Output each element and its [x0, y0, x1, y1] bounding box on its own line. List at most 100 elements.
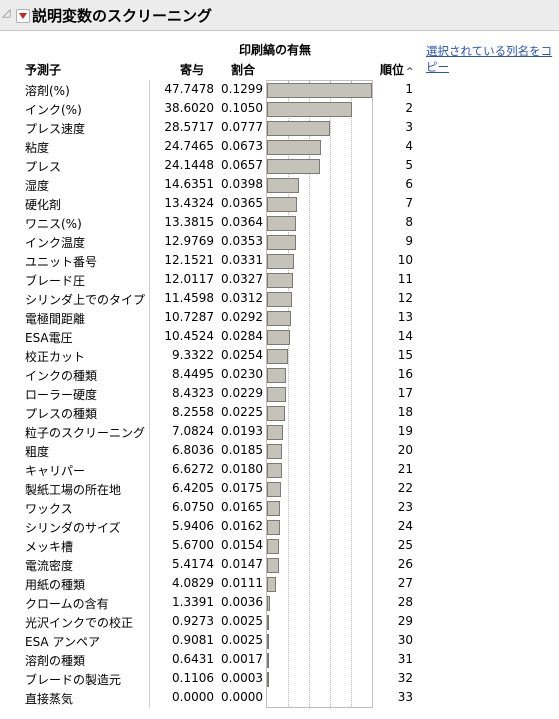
predictor-name: ローラー硬度 — [25, 388, 98, 402]
table-row[interactable]: ブレードの製造元 0.1106 0.0003 32 — [0, 669, 559, 688]
predictor-name: 溶剤の種類 — [25, 654, 86, 668]
table-row[interactable]: 粗度 6.8036 0.0185 20 — [0, 441, 559, 460]
table-row[interactable]: 溶剤の種類 0.6431 0.0017 31 — [0, 650, 559, 669]
rank-value: 1 — [405, 82, 413, 96]
table-row[interactable]: 電極間距離 10.7287 0.0292 13 — [0, 308, 559, 327]
rank-header[interactable]: 順位 ^ — [380, 61, 414, 78]
contribution-value: 0.6431 — [172, 652, 214, 666]
table-row[interactable]: 硬化剤 13.4324 0.0365 7 — [0, 194, 559, 213]
portion-value: 0.0230 — [221, 367, 263, 381]
table-row[interactable]: ワックス 6.0750 0.0165 23 — [0, 498, 559, 517]
red-triangle-menu-icon[interactable] — [16, 9, 30, 23]
table-row[interactable]: 製紙工場の所在地 6.4205 0.0175 22 — [0, 479, 559, 498]
portion-value: 0.0657 — [221, 158, 263, 172]
table-row[interactable]: インク温度 12.9769 0.0353 9 — [0, 232, 559, 251]
portion-bar — [267, 330, 290, 345]
table-row[interactable]: ユニット番号 12.1521 0.0331 10 — [0, 251, 559, 270]
table-row[interactable]: 粘度 24.7465 0.0673 4 — [0, 137, 559, 156]
predictor-name: 粗度 — [25, 445, 50, 459]
predictor-name: 湿度 — [25, 179, 50, 193]
copy-selected-columns-link[interactable]: 選択されている列名をコピー — [426, 44, 553, 74]
table-row[interactable]: 直接蒸気 0.0000 0.0000 33 — [0, 688, 559, 707]
table-row[interactable]: ESA電圧 10.4524 0.0284 14 — [0, 327, 559, 346]
predictor-name: 用紙の種類 — [25, 578, 86, 592]
predictor-name: 校正カット — [25, 350, 86, 364]
predictor-name: ブレードの製造元 — [25, 673, 122, 687]
table-row[interactable]: プレスの種類 8.2558 0.0225 18 — [0, 403, 559, 422]
contribution-value: 12.0117 — [164, 272, 214, 286]
portion-bar — [267, 121, 330, 136]
portion-value: 0.0193 — [221, 424, 263, 438]
predictor-name: ユニット番号 — [25, 255, 98, 269]
portion-value: 0.0162 — [221, 519, 263, 533]
rank-value: 17 — [397, 386, 413, 400]
predictor-header[interactable]: 予測子 — [25, 63, 62, 77]
contribution-value: 0.9081 — [172, 633, 214, 647]
portion-value: 0.0673 — [221, 139, 263, 153]
grid-line — [351, 81, 352, 707]
table-row[interactable]: インク(%) 38.6020 0.1050 2 — [0, 99, 559, 118]
table-row[interactable]: シリンダ上でのタイプ 11.4598 0.0312 12 — [0, 289, 559, 308]
table-row[interactable]: インクの種類 8.4495 0.0230 16 — [0, 365, 559, 384]
portion-bar — [267, 159, 320, 174]
table-row[interactable]: ESA アンペア 0.9081 0.0025 30 — [0, 631, 559, 650]
table-row[interactable]: 用紙の種類 4.0829 0.0111 27 — [0, 574, 559, 593]
rank-value: 27 — [397, 576, 413, 590]
table-row[interactable]: プレス速度 28.5717 0.0777 3 — [0, 118, 559, 137]
predictor-name: プレス — [25, 160, 62, 174]
rank-value: 5 — [405, 158, 413, 172]
contribution-value: 8.4495 — [172, 367, 214, 381]
rank-value: 30 — [397, 633, 413, 647]
portion-value: 0.0225 — [221, 405, 263, 419]
table-row[interactable]: クロームの含有 1.3391 0.0036 28 — [0, 593, 559, 612]
portion-value: 0.0180 — [221, 462, 263, 476]
table-row[interactable]: ワニス(%) 13.3815 0.0364 8 — [0, 213, 559, 232]
portion-bar — [267, 387, 286, 402]
table-row[interactable]: 光沢インクでの校正 0.9273 0.0025 29 — [0, 612, 559, 631]
portion-bar — [267, 254, 294, 269]
portion-value: 0.0398 — [221, 177, 263, 191]
rank-value: 26 — [397, 557, 413, 571]
portion-bar — [267, 501, 280, 516]
predictor-name: ワニス(%) — [25, 217, 82, 231]
rank-value: 22 — [397, 481, 413, 495]
predictor-name: インク温度 — [25, 236, 86, 250]
table-row[interactable]: メッキ槽 5.6700 0.0154 25 — [0, 536, 559, 555]
predictor-name: プレスの種類 — [25, 407, 98, 421]
rank-value: 20 — [397, 443, 413, 457]
table-row[interactable]: 溶剤(%) 47.7478 0.1299 1 — [0, 80, 559, 99]
contribution-value: 12.9769 — [164, 234, 214, 248]
portion-value: 0.0353 — [221, 234, 263, 248]
grid-line — [330, 81, 331, 707]
table-row[interactable]: ローラー硬度 8.4323 0.0229 17 — [0, 384, 559, 403]
table-row[interactable]: 校正カット 9.3322 0.0254 15 — [0, 346, 559, 365]
portion-header[interactable]: 割合 — [231, 63, 256, 77]
table-row[interactable]: ブレード圧 12.0117 0.0327 11 — [0, 270, 559, 289]
table-row[interactable]: 粒子のスクリーニング 7.0824 0.0193 19 — [0, 422, 559, 441]
predictor-name: シリンダのサイズ — [25, 521, 121, 535]
contribution-header[interactable]: 寄与 — [180, 63, 205, 77]
collapse-corner-icon[interactable]: ◿ — [2, 6, 11, 19]
predictor-name: プレス速度 — [25, 122, 86, 136]
portion-bar — [267, 349, 288, 364]
contribution-value: 8.4323 — [172, 386, 214, 400]
portion-value: 0.0147 — [221, 557, 263, 571]
table-row[interactable]: シリンダのサイズ 5.9406 0.0162 24 — [0, 517, 559, 536]
contribution-value: 7.0824 — [172, 424, 214, 438]
portion-value: 0.0229 — [221, 386, 263, 400]
predictor-name: 製紙工場の所在地 — [25, 483, 122, 497]
table-row[interactable]: プレス 24.1448 0.0657 5 — [0, 156, 559, 175]
contribution-value: 5.9406 — [172, 519, 214, 533]
rank-value: 32 — [397, 671, 413, 685]
contribution-value: 6.8036 — [172, 443, 214, 457]
table-row[interactable]: キャリパー 6.6272 0.0180 21 — [0, 460, 559, 479]
table-row[interactable]: 湿度 14.6351 0.0398 6 — [0, 175, 559, 194]
portion-bar — [267, 216, 296, 231]
portion-value: 0.0777 — [221, 120, 263, 134]
predictor-name: インクの種類 — [25, 369, 98, 383]
rank-value: 9 — [405, 234, 413, 248]
table-row[interactable]: 電流密度 5.4174 0.0147 26 — [0, 555, 559, 574]
predictor-name: キャリパー — [25, 464, 86, 478]
predictor-name: ESA アンペア — [25, 635, 100, 649]
contribution-value: 0.1106 — [172, 671, 214, 685]
